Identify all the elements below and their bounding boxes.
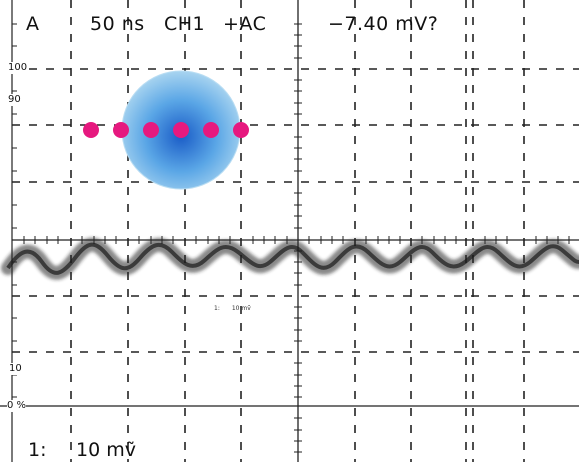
measurement-readout: −7.40 mV?	[328, 13, 439, 35]
channel-readout: CH1	[164, 13, 206, 35]
graticule-mark-100: 100	[8, 62, 28, 74]
timebase-readout: 50 ns	[90, 13, 145, 35]
trigger-source-label: A	[26, 13, 40, 35]
waveform-trace	[1, 237, 579, 280]
cursor-markers	[83, 122, 249, 138]
magenta-dot-icon	[233, 122, 249, 138]
inner-channel-label: 1:	[214, 305, 220, 312]
footer-channel-label: 1:	[28, 439, 47, 461]
magenta-dot-icon	[83, 122, 99, 138]
magenta-dot-icon	[173, 122, 189, 138]
footer-scale-readout: 10 mṽ	[76, 439, 136, 461]
inner-scale-value: 10 mṽ	[231, 305, 251, 312]
magenta-dot-icon	[113, 122, 129, 138]
coupling-readout: +AC	[223, 13, 267, 35]
graticule-mark-90: 90	[8, 94, 21, 106]
graticule-mark-10: 10	[9, 363, 22, 375]
magenta-dot-icon	[203, 122, 219, 138]
magenta-dot-icon	[143, 122, 159, 138]
graticule-mark-0: 0 %	[7, 400, 27, 412]
inner-scale-label: 1: 10 mṽ	[214, 305, 263, 313]
